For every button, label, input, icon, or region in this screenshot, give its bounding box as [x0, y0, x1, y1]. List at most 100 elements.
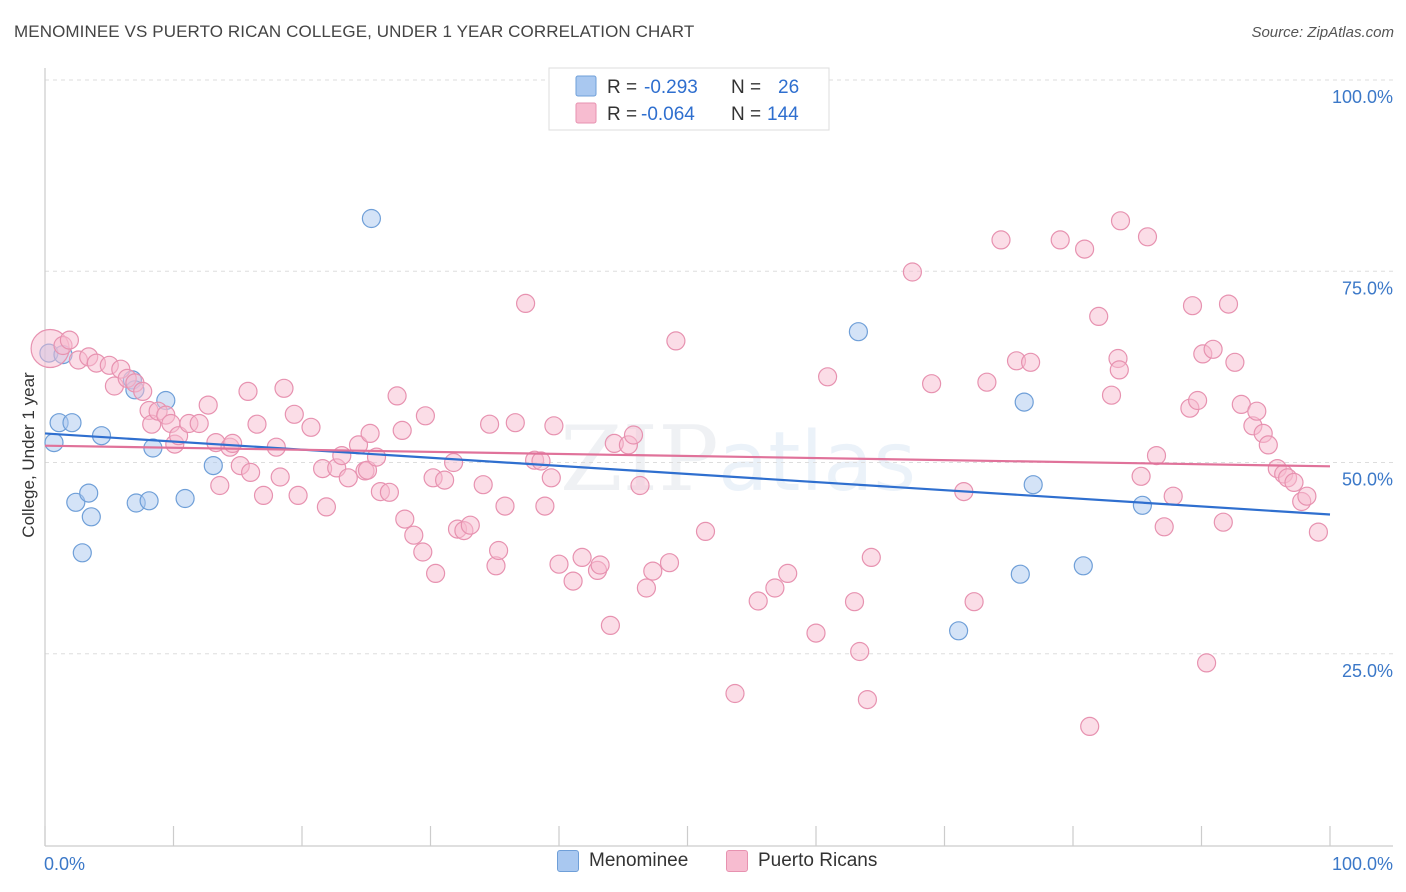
- data-point: [541, 468, 561, 488]
- data-point: [778, 563, 798, 584]
- trend-line-puerto-ricans: [44, 444, 1331, 468]
- data-point: [991, 230, 1011, 250]
- data-point: [444, 452, 464, 473]
- data-point: [659, 553, 680, 573]
- data-point: [238, 381, 258, 401]
- data-point: [844, 592, 865, 612]
- data-point: [977, 372, 997, 392]
- data-point: [535, 496, 555, 516]
- data-point: [189, 413, 209, 434]
- data-point: [695, 521, 716, 542]
- data-point: [175, 488, 195, 509]
- data-point: [1109, 360, 1129, 380]
- data-point: [338, 468, 358, 488]
- data-point: [748, 591, 768, 611]
- data-point: [515, 293, 536, 313]
- data-point: [210, 475, 230, 496]
- trend-layer: [44, 432, 1331, 516]
- data-point: [1110, 211, 1131, 231]
- data-point: [426, 563, 446, 584]
- data-point: [198, 395, 218, 415]
- data-point: [415, 406, 435, 426]
- legend-r-label-puerto-ricans: R =: [607, 104, 637, 125]
- trend-line-menominee: [44, 432, 1331, 516]
- legend-swatch-menominee: [575, 75, 597, 97]
- bottom-legend-swatch-puerto-ricans: [726, 850, 748, 872]
- legend-n-value-menominee: 26: [778, 77, 799, 98]
- data-point: [203, 456, 223, 476]
- bottom-legend-puerto-ricans: Puerto Ricans: [726, 850, 877, 872]
- data-point: [1014, 392, 1034, 412]
- data-point: [725, 683, 745, 704]
- y-tick-label: 50.0%: [1342, 470, 1393, 490]
- data-point: [66, 492, 86, 512]
- data-point: [1074, 239, 1095, 259]
- data-point: [460, 515, 480, 535]
- data-point: [1213, 512, 1233, 532]
- data-point: [850, 641, 870, 662]
- axes: [44, 68, 1393, 847]
- data-point: [817, 367, 838, 387]
- data-point: [1132, 495, 1153, 515]
- data-point: [948, 621, 969, 641]
- watermark-zip: ZIP: [560, 407, 719, 512]
- data-point: [392, 420, 412, 440]
- data-point: [395, 509, 415, 529]
- data-point: [361, 208, 381, 229]
- legend-r-value-puerto-ricans: -0.064: [641, 104, 695, 125]
- gridlines: [45, 79, 1393, 655]
- data-point: [861, 547, 881, 568]
- legend-n-label-menominee: N =: [731, 77, 761, 98]
- legend-n-value-puerto-ricans: 144: [767, 104, 799, 125]
- data-point: [357, 460, 378, 480]
- y-tick-label: 25.0%: [1342, 661, 1393, 681]
- data-point: [495, 496, 515, 516]
- data-point: [1154, 517, 1174, 537]
- data-point: [1137, 227, 1158, 247]
- data-point: [301, 417, 321, 437]
- data-point: [902, 262, 923, 282]
- data-point: [413, 542, 433, 562]
- data-point: [241, 462, 261, 482]
- data-point: [1020, 352, 1041, 372]
- y-axis-title: College, Under 1 year: [19, 372, 38, 538]
- data-point: [1163, 486, 1183, 506]
- series-puerto-ricans: [30, 211, 1329, 737]
- data-point: [563, 571, 583, 591]
- data-point: [1050, 230, 1070, 250]
- data-point: [1284, 472, 1304, 492]
- legend-swatch-puerto-ricans: [575, 102, 597, 124]
- data-point: [404, 525, 424, 545]
- data-point: [473, 475, 493, 495]
- legend-n-label-puerto-ricans: N =: [731, 104, 761, 125]
- data-point: [549, 554, 569, 574]
- legend-box: R = -0.293 N = 26 R = -0.064 N = 144: [548, 67, 830, 131]
- data-point: [630, 475, 650, 496]
- data-point: [765, 578, 785, 598]
- data-point: [600, 615, 621, 636]
- data-point: [623, 425, 644, 445]
- legend-r-label-menominee: R =: [607, 77, 637, 98]
- data-point: [636, 578, 657, 598]
- data-point: [169, 426, 189, 446]
- legend-r-value-menominee: -0.293: [644, 77, 698, 98]
- data-point: [1101, 385, 1122, 405]
- data-point: [1080, 716, 1100, 737]
- data-point: [387, 386, 407, 406]
- data-point: [1308, 522, 1329, 542]
- data-point: [435, 470, 455, 490]
- data-point: [1196, 653, 1217, 673]
- data-point: [360, 423, 380, 443]
- data-point: [62, 413, 82, 433]
- data-point: [1023, 475, 1043, 495]
- data-point: [921, 374, 942, 394]
- data-point: [270, 467, 290, 487]
- y-tick-labels: 25.0% 50.0% 75.0% 100.0%: [1332, 87, 1393, 681]
- data-point: [1225, 352, 1245, 372]
- bottom-legend-menominee: Menominee: [557, 850, 688, 872]
- data-point: [544, 416, 564, 436]
- chart-source: Source: ZipAtlas.com: [1251, 24, 1394, 41]
- bottom-legend-swatch-menominee: [557, 850, 579, 872]
- data-point: [806, 623, 826, 643]
